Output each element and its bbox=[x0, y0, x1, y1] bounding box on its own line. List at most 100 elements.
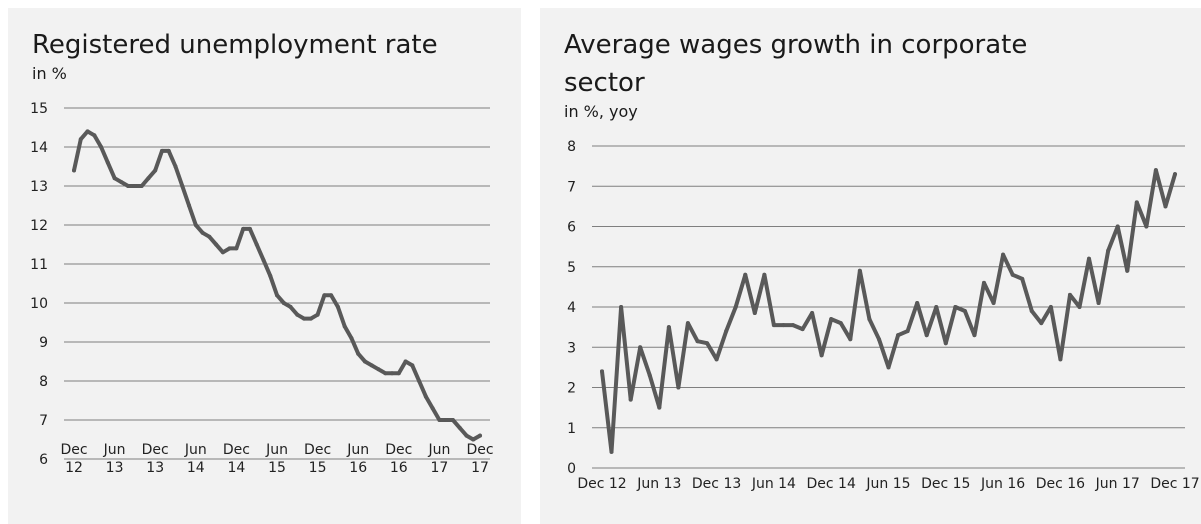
x-tick-label: Dec 14 bbox=[807, 476, 856, 492]
data-point bbox=[1125, 268, 1130, 273]
data-point bbox=[752, 311, 757, 316]
data-point bbox=[1153, 168, 1158, 173]
data-point bbox=[714, 357, 719, 362]
x-tick-label: Dec 15 bbox=[921, 476, 970, 492]
wages-line-chart: 0 1 2 3 4 5 6 7 8 Dec 12 Jun 13 Dec 13 Jun 14 Dec 14 J… bbox=[567, 139, 1200, 492]
data-point bbox=[943, 341, 948, 346]
data-point bbox=[666, 325, 671, 330]
data-point bbox=[180, 184, 185, 188]
data-point bbox=[78, 137, 83, 142]
data-point bbox=[867, 317, 872, 322]
data-point bbox=[193, 223, 198, 227]
data-point bbox=[132, 184, 137, 188]
data-point bbox=[800, 327, 805, 332]
data-point bbox=[72, 168, 76, 173]
y-tick-label: 10 bbox=[30, 296, 48, 312]
data-point bbox=[403, 359, 408, 364]
data-point bbox=[362, 359, 367, 364]
data-point bbox=[705, 341, 710, 346]
data-point bbox=[905, 329, 910, 334]
data-point bbox=[647, 373, 652, 378]
x-tick-label: Jun 15 bbox=[865, 476, 910, 492]
data-point bbox=[105, 160, 110, 165]
data-point bbox=[85, 129, 90, 134]
data-point bbox=[450, 418, 455, 422]
y-tick-label: 0 bbox=[567, 461, 576, 477]
x-tick-label: Jun 17 bbox=[1095, 476, 1140, 492]
data-point bbox=[261, 258, 266, 263]
data-point bbox=[791, 323, 795, 328]
data-point bbox=[159, 148, 164, 153]
data-point bbox=[383, 371, 388, 376]
data-point bbox=[126, 184, 131, 188]
data-point bbox=[724, 329, 729, 334]
data-point bbox=[991, 300, 996, 305]
data-point bbox=[275, 293, 279, 298]
data-point bbox=[356, 351, 361, 356]
x-tick-label: Jun 16 bbox=[980, 476, 1025, 492]
chart-subtitle: in % bbox=[32, 64, 67, 83]
data-point bbox=[1048, 305, 1053, 309]
data-point bbox=[1077, 305, 1082, 309]
data-point bbox=[207, 234, 212, 239]
data-point bbox=[1010, 272, 1015, 277]
data-point bbox=[329, 293, 334, 298]
data-point bbox=[924, 333, 929, 338]
data-point bbox=[295, 312, 300, 317]
data-point bbox=[962, 309, 967, 314]
y-tick-label: 14 bbox=[30, 140, 48, 156]
x-tick-label: 15 bbox=[309, 460, 327, 476]
data-point bbox=[430, 406, 435, 411]
x-tick-label: Dec bbox=[60, 442, 87, 458]
x-tick-label: Dec bbox=[385, 442, 412, 458]
data-point bbox=[153, 168, 158, 173]
data-point bbox=[1039, 321, 1044, 326]
wages-chart-panel: Average wages growth in corporate sector… bbox=[540, 8, 1201, 524]
data-point bbox=[1020, 276, 1025, 281]
data-point bbox=[848, 337, 853, 342]
x-tick-label: Dec 16 bbox=[1036, 476, 1085, 492]
data-point bbox=[829, 317, 834, 322]
data-point bbox=[464, 433, 469, 438]
chart-subtitle: in %, yoy bbox=[564, 102, 638, 121]
data-point bbox=[214, 242, 219, 247]
data-point bbox=[972, 333, 977, 338]
x-tick-label: 16 bbox=[390, 460, 408, 476]
series-line bbox=[600, 168, 1177, 454]
data-point bbox=[146, 176, 151, 181]
y-tick-label: 9 bbox=[39, 335, 48, 351]
data-point bbox=[241, 226, 246, 231]
x-tick-label: Dec bbox=[304, 442, 331, 458]
y-tick-label: 7 bbox=[567, 179, 576, 195]
x-tick-label: 12 bbox=[65, 460, 83, 476]
data-point bbox=[444, 418, 449, 422]
data-point bbox=[685, 321, 690, 326]
data-point bbox=[417, 379, 422, 383]
data-point bbox=[1115, 224, 1120, 229]
data-point bbox=[638, 345, 643, 350]
data-point bbox=[819, 353, 824, 358]
data-point bbox=[1163, 204, 1168, 209]
x-tick-label: Jun bbox=[265, 442, 288, 458]
y-tick-label: 13 bbox=[30, 179, 48, 195]
data-point bbox=[200, 230, 205, 235]
data-point bbox=[220, 250, 225, 255]
x-tick-label: 15 bbox=[268, 460, 286, 476]
x-tick-label: Jun bbox=[103, 442, 126, 458]
data-point bbox=[166, 148, 171, 153]
x-tick-label: Dec bbox=[142, 442, 169, 458]
data-point bbox=[423, 394, 428, 399]
data-point bbox=[1001, 252, 1006, 257]
data-point bbox=[254, 242, 259, 247]
data-point bbox=[227, 246, 232, 251]
x-tick-label: Jun bbox=[427, 442, 450, 458]
data-point bbox=[1029, 309, 1034, 314]
series-line bbox=[72, 129, 482, 442]
data-point bbox=[437, 418, 442, 422]
x-tick-label: Dec 13 bbox=[692, 476, 741, 492]
data-point bbox=[781, 323, 786, 328]
data-point bbox=[628, 397, 633, 402]
y-tick-label: 12 bbox=[30, 218, 48, 234]
unemployment-chart-panel: Registered unemployment rate in % 6 7 8 9 10… bbox=[8, 8, 521, 524]
data-point bbox=[1106, 248, 1111, 253]
